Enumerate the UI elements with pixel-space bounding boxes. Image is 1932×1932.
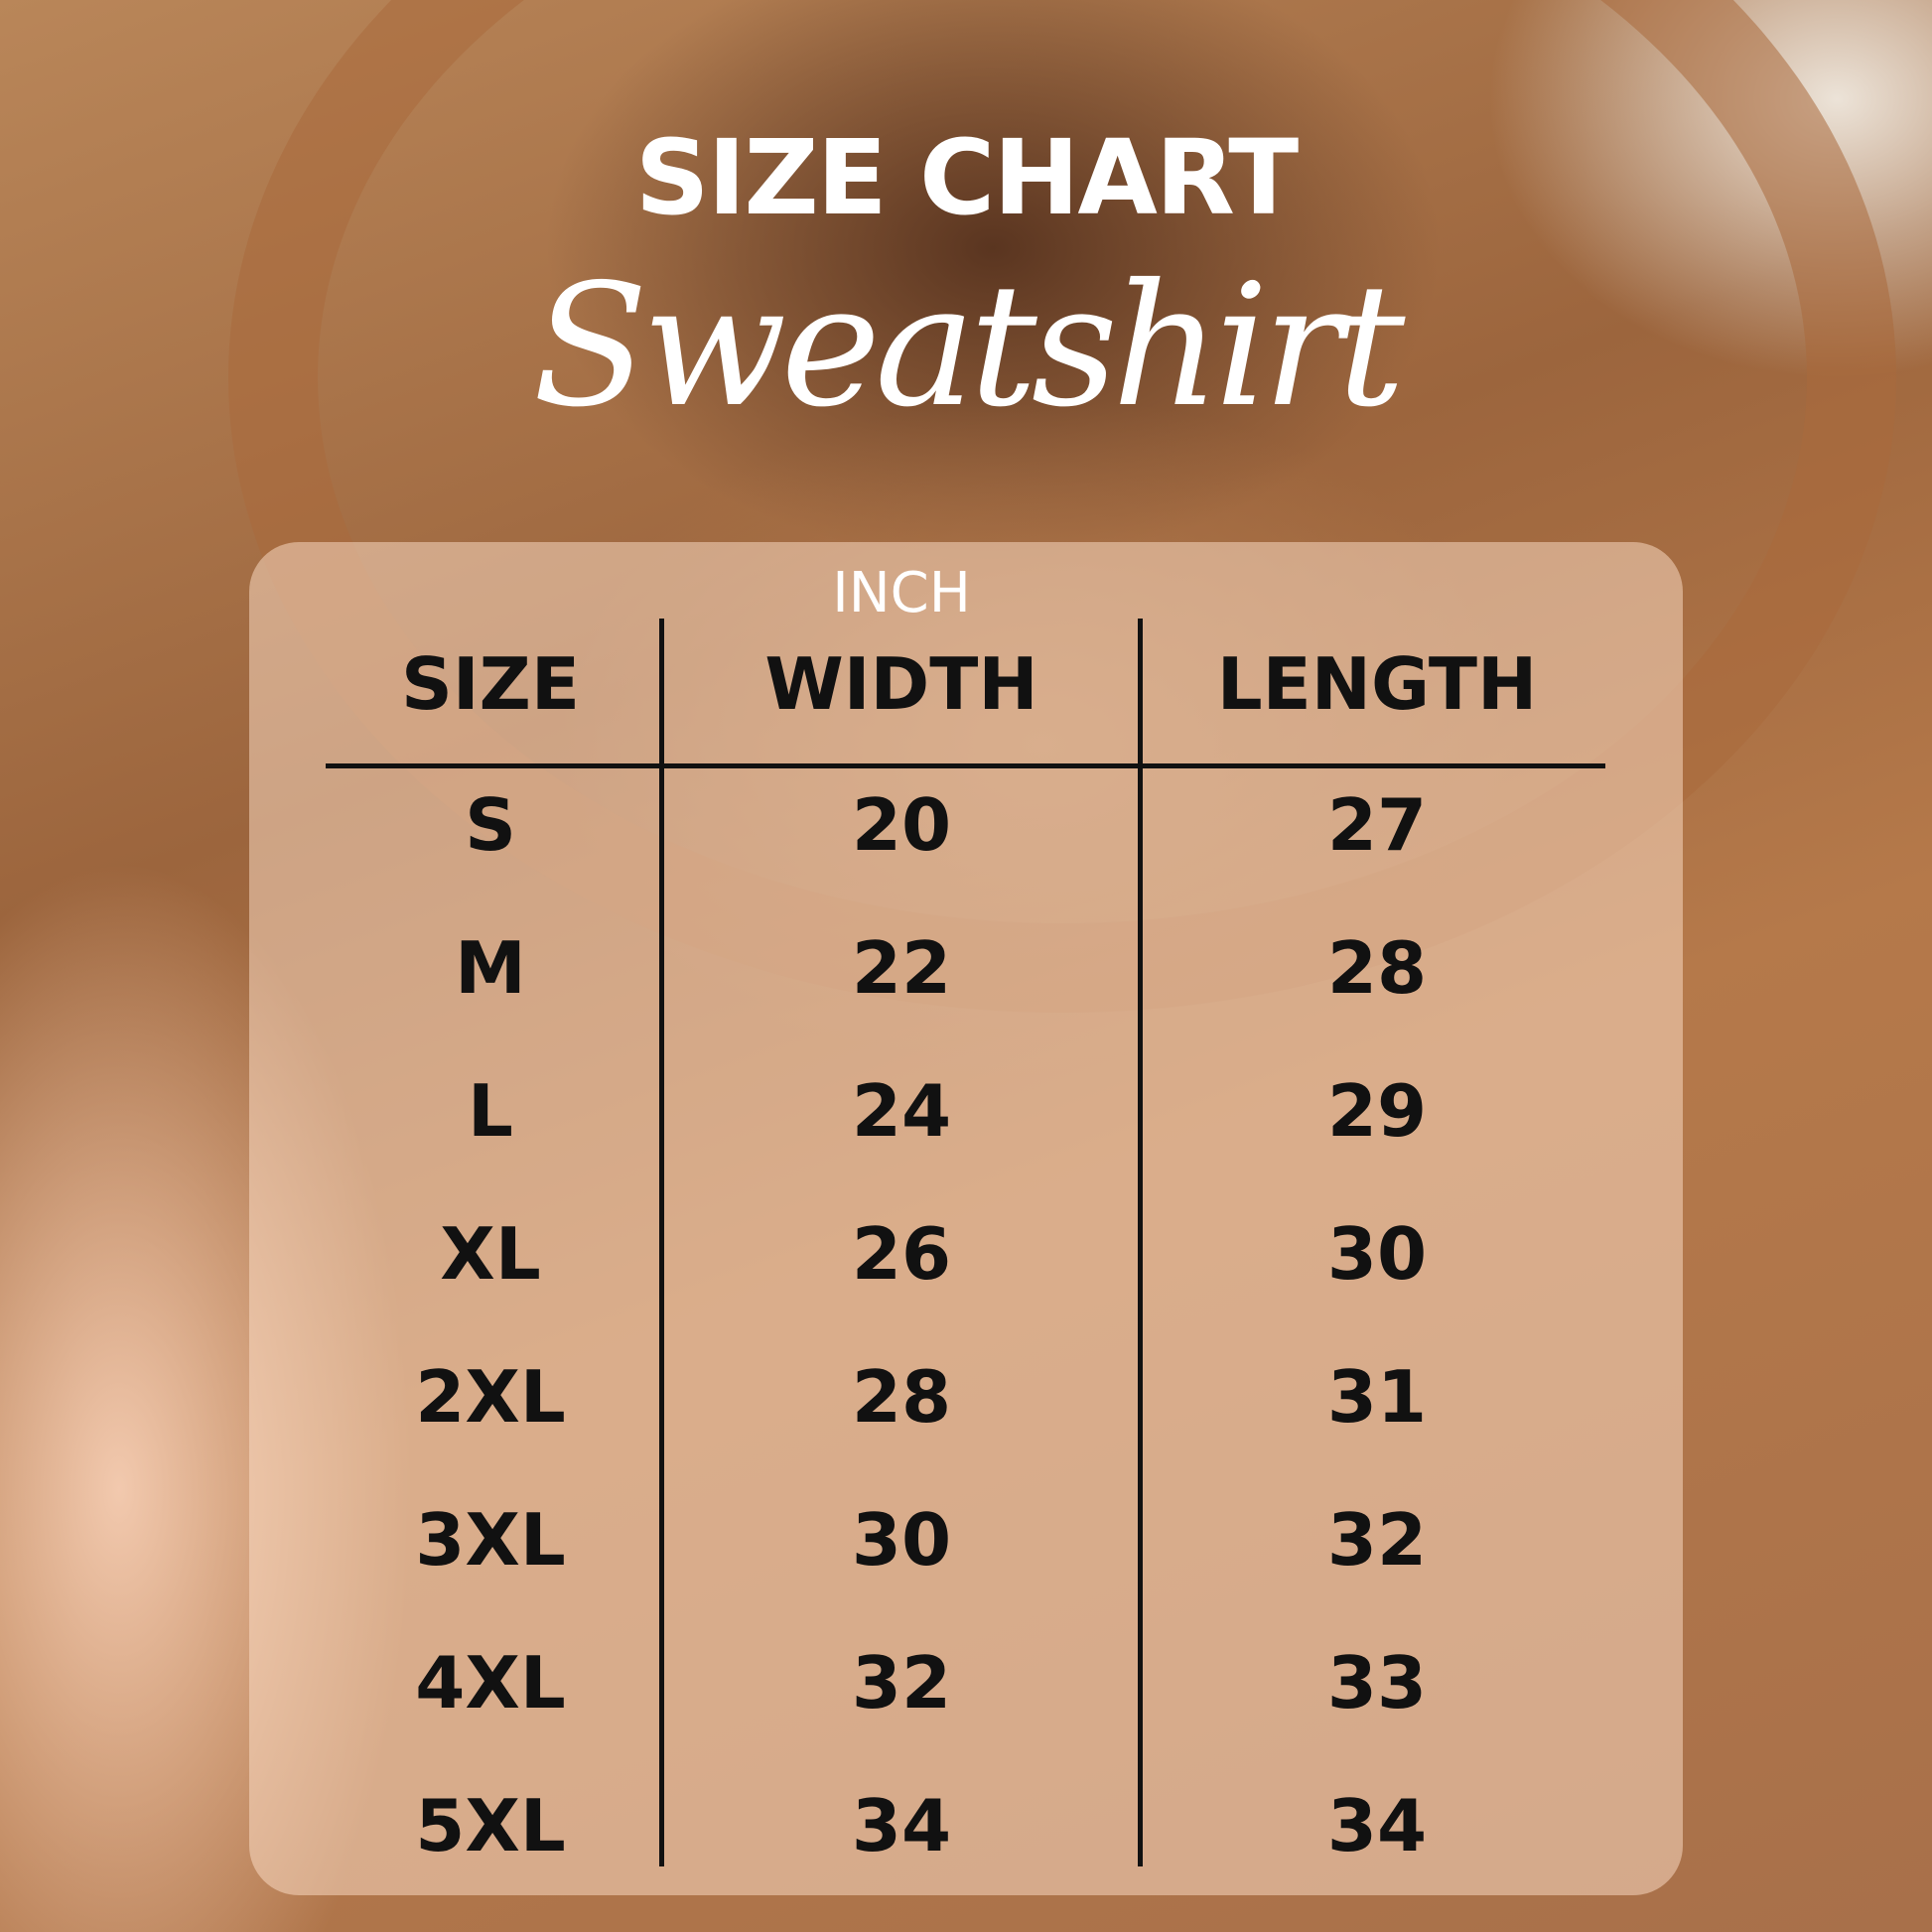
- table-cell-length: 28: [1326, 926, 1428, 1010]
- table-cell-length: 31: [1326, 1355, 1428, 1439]
- table-cell-size: 3XL: [415, 1498, 566, 1582]
- table-cell-size: 4XL: [415, 1641, 566, 1725]
- table-cell-size: XL: [440, 1212, 541, 1296]
- table-cell-width: 34: [851, 1784, 952, 1867]
- table-cell-length: 30: [1326, 1212, 1428, 1296]
- table-cell-size: M: [455, 926, 526, 1010]
- product-subtitle: Sweatshirt: [532, 248, 1406, 445]
- column-divider: [659, 619, 664, 1866]
- table-cell-length: 33: [1326, 1641, 1428, 1725]
- table-cell-length: 34: [1326, 1784, 1428, 1867]
- table-cell-width: 26: [851, 1212, 952, 1296]
- table-cell-length: 29: [1326, 1069, 1428, 1153]
- table-cell-size: S: [465, 783, 516, 867]
- column-divider: [1138, 619, 1143, 1866]
- size-chart-title: SIZE CHART: [634, 117, 1299, 238]
- column-header-length: LENGTH: [1216, 642, 1538, 726]
- table-cell-size: 5XL: [415, 1784, 566, 1867]
- table-cell-width: 24: [851, 1069, 952, 1153]
- table-cell-width: 20: [851, 783, 952, 867]
- unit-label: INCH: [832, 561, 971, 625]
- table-cell-width: 28: [851, 1355, 952, 1439]
- table-cell-width: 30: [851, 1498, 952, 1582]
- table-cell-width: 22: [851, 926, 952, 1010]
- header-divider: [326, 763, 1605, 768]
- table-cell-size: 2XL: [415, 1355, 566, 1439]
- table-cell-length: 32: [1326, 1498, 1428, 1582]
- column-header-size: SIZE: [400, 642, 581, 726]
- column-header-width: WIDTH: [764, 642, 1038, 726]
- table-cell-size: L: [468, 1069, 513, 1153]
- table-cell-width: 32: [851, 1641, 952, 1725]
- table-cell-length: 27: [1326, 783, 1428, 867]
